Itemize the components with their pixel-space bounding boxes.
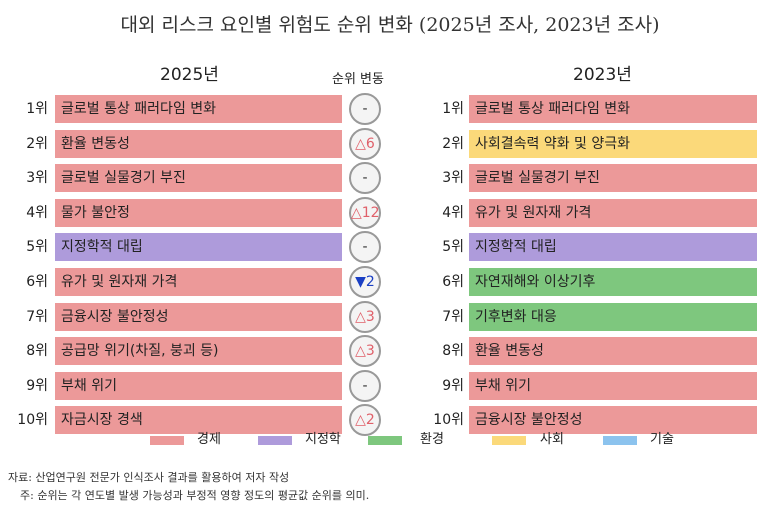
risk-bar: 금융시장 불안정성 [469, 406, 757, 435]
table-row: 4위 물가 불안정 △12 [0, 196, 400, 229]
rank-label: 10위 [433, 412, 464, 429]
rank-change-badge: △2 [349, 404, 381, 437]
risk-bar: 사회결속력 약화 및 양극화 [469, 129, 757, 158]
rank-label: 4위 [26, 204, 48, 221]
rank-change-badge: △3 [349, 335, 381, 368]
risk-bar: 글로벌 통상 패러다임 변화 [469, 95, 757, 123]
table-row: 5위 지정학적 대립 - [0, 231, 400, 264]
rank-label: 8위 [442, 343, 464, 360]
table-row: 7위 금융시장 불안정성 △3 [0, 300, 400, 333]
rank-change-heading: 순위 변동 [332, 72, 384, 87]
rank-label: 7위 [26, 308, 48, 325]
rank-label: 9위 [442, 377, 464, 394]
rank-label: 3위 [442, 170, 464, 187]
rank-label: 2위 [26, 135, 48, 152]
rank-change-badge: △6 [349, 127, 381, 160]
rank-label: 6위 [442, 274, 464, 290]
risk-bar: 글로벌 실물경기 부진 [469, 164, 757, 193]
rank-change-badge: - [349, 369, 381, 402]
rank-label: 10위 [17, 412, 48, 429]
rank-label: 7위 [442, 308, 464, 325]
legend: 경제 지정학 환경 사회 기술 [0, 432, 780, 448]
table-row: 8위 환율 변동성 [420, 337, 780, 366]
risk-bar: 지정학적 대립 [55, 233, 342, 262]
table-row: 10위 금융시장 불안정성 [420, 406, 780, 435]
rank-change-badge: - [349, 162, 381, 195]
rank-change-badge: - [349, 93, 381, 125]
rank-label: 8위 [26, 343, 48, 360]
rank-label: 5위 [26, 239, 48, 256]
table-row: 9위 부채 위기 [420, 371, 780, 400]
risk-bar: 부채 위기 [469, 371, 757, 400]
risk-bar: 자연재해와 이상기후 [469, 268, 757, 296]
risk-bar: 부채 위기 [55, 371, 342, 400]
chart-title: 대외 리스크 요인별 위험도 순위 변화 (2025년 조사, 2023년 조사… [120, 14, 660, 36]
rank-change-badge: △12 [349, 196, 381, 229]
risk-bar: 글로벌 실물경기 부진 [55, 164, 342, 193]
table-row: 6위 유가 및 원자재 가격 ▼2 [0, 266, 400, 298]
table-row: 4위 유가 및 원자재 가격 [420, 198, 780, 227]
legend-swatch-technology [603, 436, 637, 445]
rank-label: 4위 [442, 204, 464, 221]
risk-bar: 글로벌 통상 패러다임 변화 [55, 95, 342, 123]
risk-bar: 공급망 위기(차질, 붕괴 등) [55, 337, 342, 366]
rank-label: 3위 [26, 170, 48, 187]
table-row: 9위 부채 위기 - [0, 369, 400, 402]
risk-bar: 지정학적 대립 [469, 233, 757, 262]
table-row: 2위 사회결속력 약화 및 양극화 [420, 129, 780, 158]
right-column-heading: 2023년 [573, 65, 632, 85]
legend-label-economy: 경제 [197, 432, 221, 447]
risk-bar: 자금시장 경색 [55, 406, 342, 435]
legend-swatch-geopolitics [258, 436, 292, 445]
legend-swatch-environment [368, 436, 402, 445]
table-row: 5위 지정학적 대립 [420, 233, 780, 262]
rank-label: 9위 [26, 377, 48, 394]
table-row: 6위 자연재해와 이상기후 [420, 268, 780, 296]
table-row: 8위 공급망 위기(차질, 붕괴 등) △3 [0, 335, 400, 368]
risk-bar: 유가 및 원자재 가격 [55, 268, 342, 296]
rank-change-badge: - [349, 231, 381, 264]
legend-label-society: 사회 [540, 432, 564, 447]
risk-bar: 금융시장 불안정성 [55, 302, 342, 331]
risk-bar: 유가 및 원자재 가격 [469, 198, 757, 227]
risk-bar: 환율 변동성 [55, 129, 342, 158]
risk-bar: 환율 변동성 [469, 337, 757, 366]
rank-label: 1위 [442, 101, 464, 117]
rank-label: 5위 [442, 239, 464, 256]
table-row: 7위 기후변화 대응 [420, 302, 780, 331]
source-note: 자료: 산업연구원 전문가 인식조사 결과를 활용하여 저자 작성 [8, 471, 290, 484]
risk-bar: 기후변화 대응 [469, 302, 757, 331]
legend-label-technology: 기술 [650, 432, 674, 447]
legend-swatch-economy [150, 436, 184, 445]
table-row: 1위 글로벌 통상 패러다임 변화 - [0, 93, 400, 125]
table-row: 3위 글로벌 실물경기 부진 - [0, 162, 400, 195]
rank-label: 6위 [26, 274, 48, 290]
table-row: 2위 환율 변동성 △6 [0, 127, 400, 160]
rank-label: 1위 [26, 101, 48, 117]
table-row: 3위 글로벌 실물경기 부진 [420, 164, 780, 193]
rank-label: 2위 [442, 135, 464, 152]
legend-label-environment: 환경 [420, 432, 444, 447]
rank-change-badge: ▼2 [349, 266, 381, 298]
rank-change-badge: △3 [349, 300, 381, 333]
footnote: 주: 순위는 각 연도별 발생 가능성과 부정적 영향 정도의 평균값 순위를 … [20, 489, 370, 502]
risk-bar: 물가 불안정 [55, 198, 342, 227]
table-row: 10위 자금시장 경색 △2 [0, 404, 400, 437]
left-column-heading: 2025년 [160, 65, 219, 85]
legend-label-geopolitics: 지정학 [305, 432, 341, 447]
table-row: 1위 글로벌 통상 패러다임 변화 [420, 95, 780, 123]
legend-swatch-society [492, 436, 526, 445]
